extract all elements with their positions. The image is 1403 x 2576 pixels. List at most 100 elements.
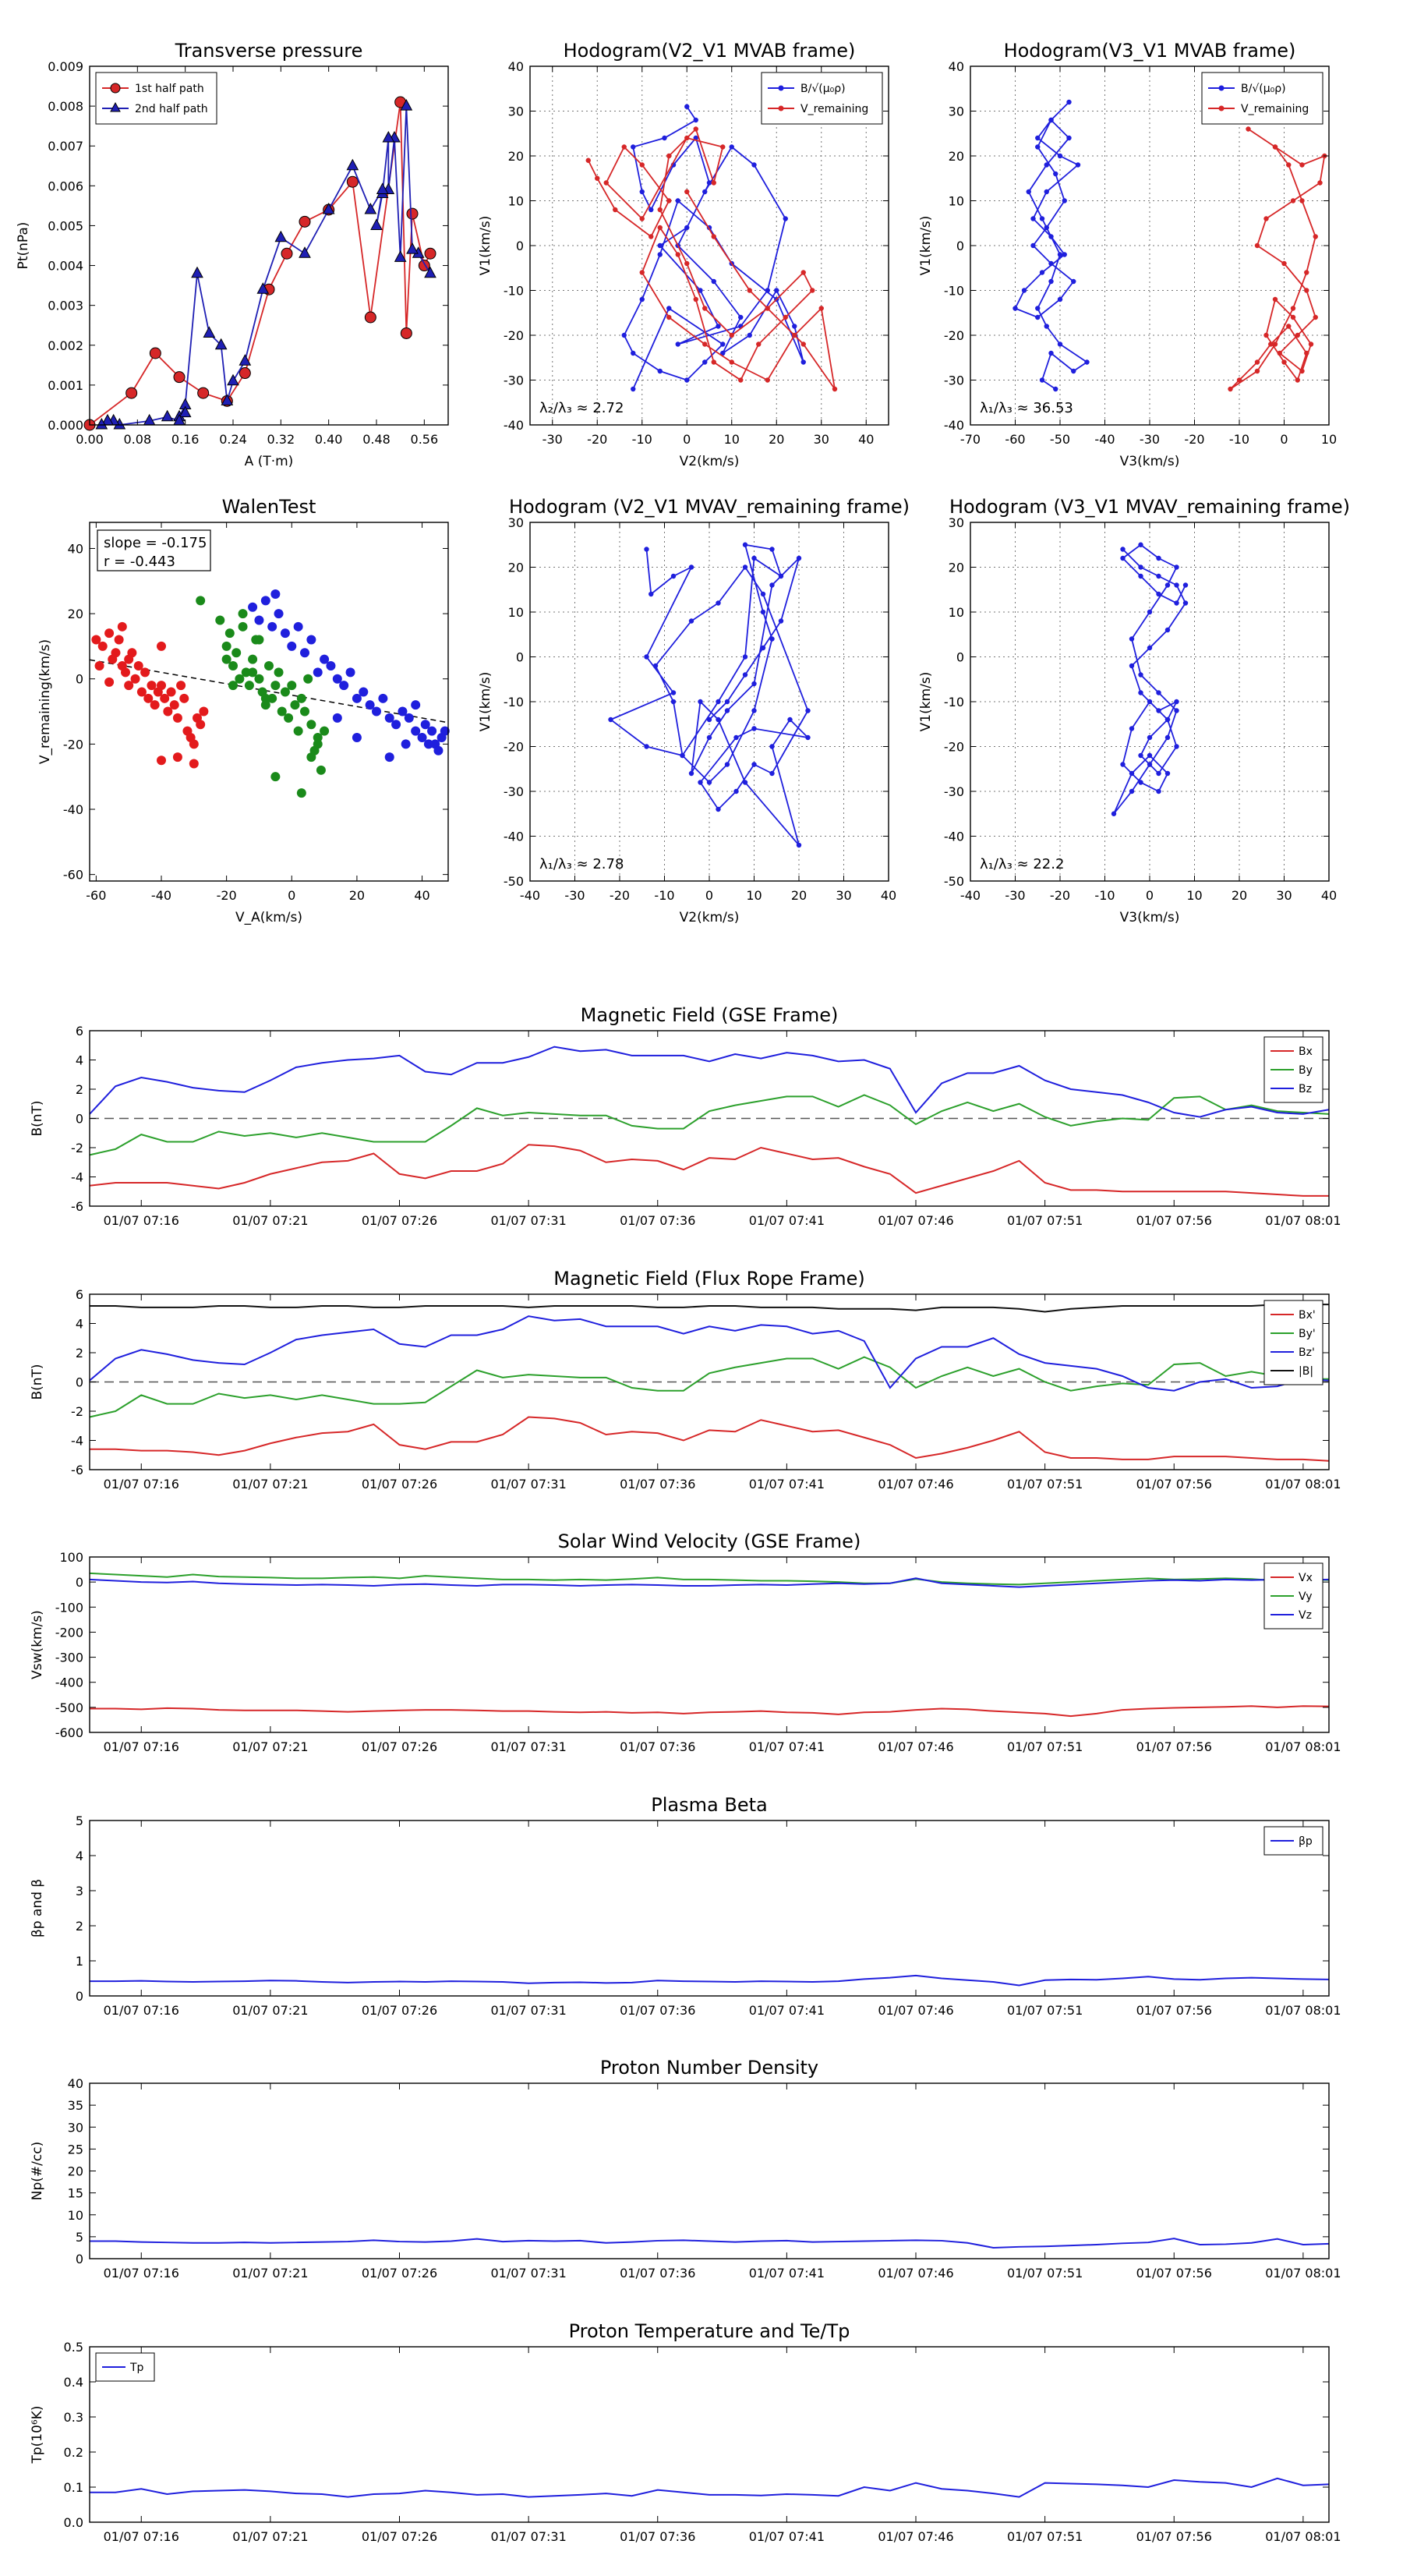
data-point — [264, 661, 274, 671]
y-tick-label: 0 — [516, 650, 524, 665]
data-point — [688, 618, 694, 624]
data-point — [1277, 350, 1282, 356]
data-point — [706, 717, 712, 723]
y-axis-label: B(nT) — [30, 1364, 45, 1399]
x-tick-label: 01/07 07:36 — [620, 1477, 695, 1491]
data-point — [742, 780, 748, 785]
data-point — [1021, 288, 1027, 293]
data-point — [111, 648, 121, 658]
x-axis-label: V2(km/s) — [680, 454, 740, 469]
data-point — [1156, 591, 1161, 597]
data-point — [711, 180, 716, 186]
data-point — [189, 759, 199, 769]
data-point — [1147, 752, 1153, 759]
data-point — [140, 667, 150, 678]
data-point — [1035, 306, 1041, 311]
data-point — [652, 663, 659, 669]
data-point — [675, 252, 680, 257]
x-tick-label: 01/07 08:01 — [1265, 1477, 1341, 1491]
x-tick-label: 01/07 07:21 — [232, 1477, 308, 1491]
data-point — [702, 341, 708, 347]
plot-frame — [89, 2346, 1330, 2523]
legend: Vx Vy Vz — [1263, 1562, 1323, 1629]
x-tick-label: 10 — [1321, 432, 1337, 447]
data-point — [260, 693, 270, 703]
data-point — [124, 681, 134, 691]
chart-bfield-fr: 01/07 07:16 01/07 07:21 01/07 07:26 01/07 0… — [30, 1268, 1341, 1491]
y-tick-label: 6 — [76, 1024, 83, 1039]
y-axis-label: V1(km/s) — [478, 216, 493, 276]
data-point — [800, 341, 806, 347]
data-point — [267, 621, 277, 632]
y-tick-label: 0.002 — [48, 338, 83, 353]
data-point — [179, 693, 189, 703]
data-point — [720, 341, 726, 347]
data-point — [104, 677, 115, 687]
data-point — [157, 755, 166, 766]
x-axis-label: V3(km/s) — [1120, 910, 1180, 925]
x-tick-label: 0 — [288, 888, 295, 903]
data-point — [621, 144, 627, 150]
y-tick-label: 30 — [68, 2120, 83, 2135]
chart-np: 01/07 07:16 01/07 07:21 01/07 07:26 01/07 0… — [30, 2057, 1341, 2281]
legend-box — [761, 72, 883, 125]
data-point — [91, 635, 101, 645]
data-point — [1138, 542, 1143, 547]
series-1 — [585, 126, 838, 392]
series-0 — [621, 104, 806, 392]
series-line-1 — [89, 1356, 1329, 1418]
data-point — [221, 654, 231, 664]
data-point — [427, 726, 437, 736]
data-point — [274, 609, 284, 619]
data-point — [774, 288, 779, 293]
y-tick-label: 0.001 — [48, 378, 83, 393]
data-point — [352, 733, 362, 742]
data-point — [270, 589, 281, 599]
y-tick-label: -30 — [944, 784, 964, 799]
y-tick-label: 20 — [508, 561, 524, 575]
chart-hodo-v3v1-mvav: -40 -30 -20 -10 0 10 20 30 40-50-40-30-20-100102… — [918, 496, 1350, 925]
data-point — [1044, 324, 1049, 329]
y-tick-label: -40 — [504, 830, 524, 844]
data-point — [1286, 162, 1292, 168]
data-point — [254, 674, 264, 684]
data-point — [424, 247, 436, 260]
y-tick-label: 10 — [68, 2208, 83, 2223]
series-line-2 — [89, 1577, 1330, 1588]
x-tick-label: 30 — [1276, 888, 1292, 903]
series-1 — [1228, 126, 1327, 392]
y-tick-label: 1 — [76, 1954, 83, 1969]
data-point — [424, 266, 436, 278]
data-point — [339, 681, 349, 691]
x-tick-label: -40 — [151, 888, 171, 903]
data-point — [130, 674, 140, 684]
data-point — [742, 654, 748, 660]
data-point — [1174, 708, 1179, 713]
y-tick-label: 0.006 — [48, 179, 83, 193]
data-point — [191, 266, 203, 278]
data-point — [1281, 359, 1287, 365]
y-tick-label: 4 — [76, 1317, 83, 1332]
x-axis-label: V2(km/s) — [680, 910, 740, 925]
series-0 — [83, 96, 436, 431]
y-axis-label: Vsw(km/s) — [30, 1610, 45, 1679]
legend-box — [1201, 72, 1323, 125]
data-point — [178, 405, 192, 418]
data-point — [657, 225, 663, 231]
series-line — [609, 543, 811, 846]
x-tick-label: 30 — [814, 432, 829, 447]
data-point — [1317, 180, 1323, 186]
y-tick-label: 0.000 — [48, 418, 83, 433]
data-point — [1129, 770, 1135, 777]
x-tick-label: 01/07 07:41 — [749, 1213, 825, 1228]
data-point — [1304, 288, 1309, 293]
series-line-0 — [90, 1416, 1330, 1462]
data-point — [1071, 368, 1076, 374]
y-tick-label: 0.005 — [48, 218, 83, 233]
data-point — [345, 667, 355, 678]
data-point — [706, 734, 712, 741]
legend-marker — [1218, 85, 1225, 91]
data-point — [688, 770, 694, 777]
data-point — [1138, 690, 1143, 695]
data-point — [364, 202, 377, 214]
